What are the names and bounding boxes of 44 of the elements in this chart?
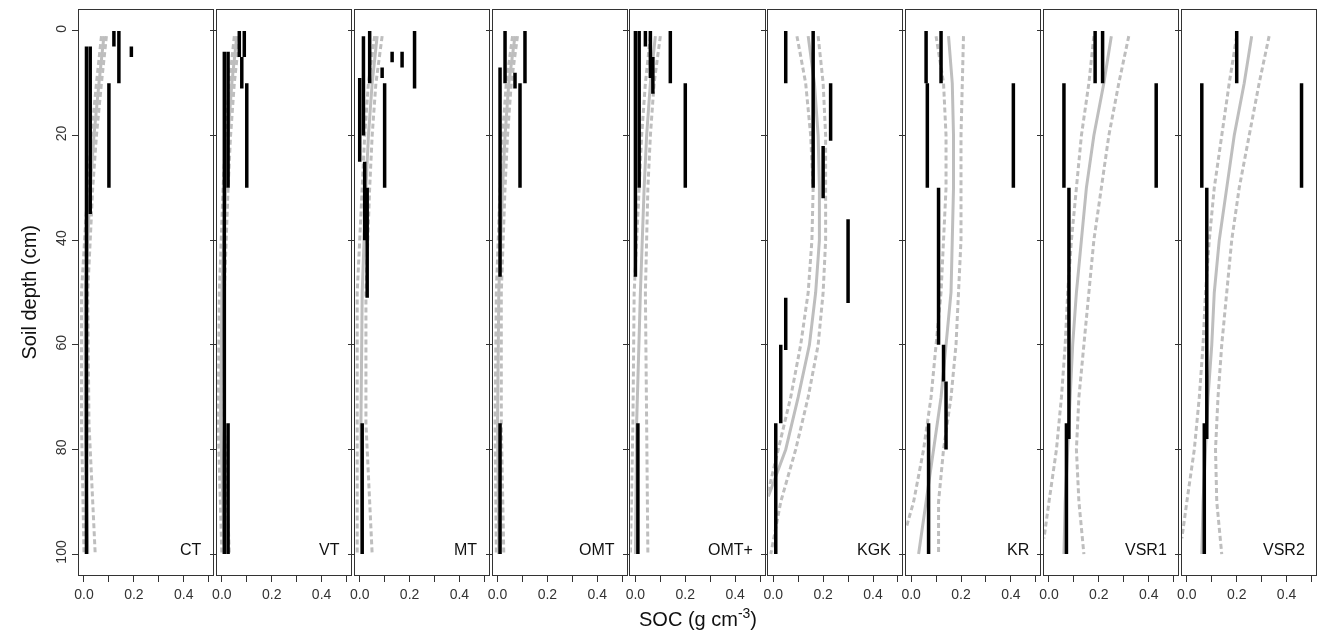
y-tick-label: 80	[53, 439, 70, 456]
x-tick-label: 0.2	[261, 585, 282, 602]
x-tick-label: 0.0	[901, 585, 922, 602]
y-tick-label: 60	[53, 334, 70, 351]
x-tick-label: 0.2	[399, 585, 420, 602]
annotation: CT	[180, 541, 202, 558]
x-tick-label: 0.0	[487, 585, 508, 602]
x-tick-label: 0.4	[449, 585, 470, 602]
x-tick-label: 0.4	[1138, 585, 1159, 602]
annotation: VSR2	[1263, 541, 1305, 558]
annotation: KGK	[857, 541, 892, 558]
x-tick-label: 0.4	[725, 585, 746, 602]
x-tick-label: 0.4	[863, 585, 883, 602]
x-tick-label: 0.0	[763, 585, 784, 602]
y-tick-label: 100	[53, 540, 70, 564]
x-tick-label: 0.4	[1276, 585, 1297, 602]
y-tick-label: 40	[53, 230, 70, 246]
x-tick-label: 0.2	[537, 585, 558, 602]
annotation: OMT+	[708, 541, 753, 558]
x-tick-label: 0.0	[349, 585, 370, 602]
x-tick-label: 0.2	[675, 585, 696, 602]
x-tick-label: 0.0	[625, 585, 646, 602]
x-axis-title: SOC (g cm$^{-3}$)	[639, 605, 758, 631]
x-tick-label: 0.0	[1177, 585, 1197, 602]
x-tick-label: 0.4	[173, 585, 194, 602]
x-tick-label: 0.0	[212, 585, 232, 602]
y-tick-label: 0	[53, 24, 70, 33]
x-tick-label: 0.0	[74, 585, 94, 602]
x-tick-label: 0.2	[1226, 585, 1247, 602]
x-tick-label: 0.2	[124, 585, 144, 602]
y-tick-label: 20	[53, 125, 70, 142]
x-tick-label: 0.2	[951, 585, 971, 602]
x-tick-label: 0.2	[1089, 585, 1109, 602]
annotation: OMT	[579, 541, 615, 558]
x-tick-label: 0.4	[311, 585, 332, 602]
x-tick-label: 0.4	[587, 585, 608, 602]
x-tick-label: 0.0	[1039, 585, 1059, 602]
x-tick-label: 0.4	[1001, 585, 1021, 602]
x-tick-label: 0.2	[813, 585, 834, 602]
annotation: KR	[1007, 541, 1030, 558]
annotation: VT	[319, 541, 340, 558]
annotation: VSR1	[1125, 541, 1167, 558]
y-axis-title: Soil depth (cm)	[17, 225, 40, 360]
annotation: MT	[454, 541, 478, 558]
